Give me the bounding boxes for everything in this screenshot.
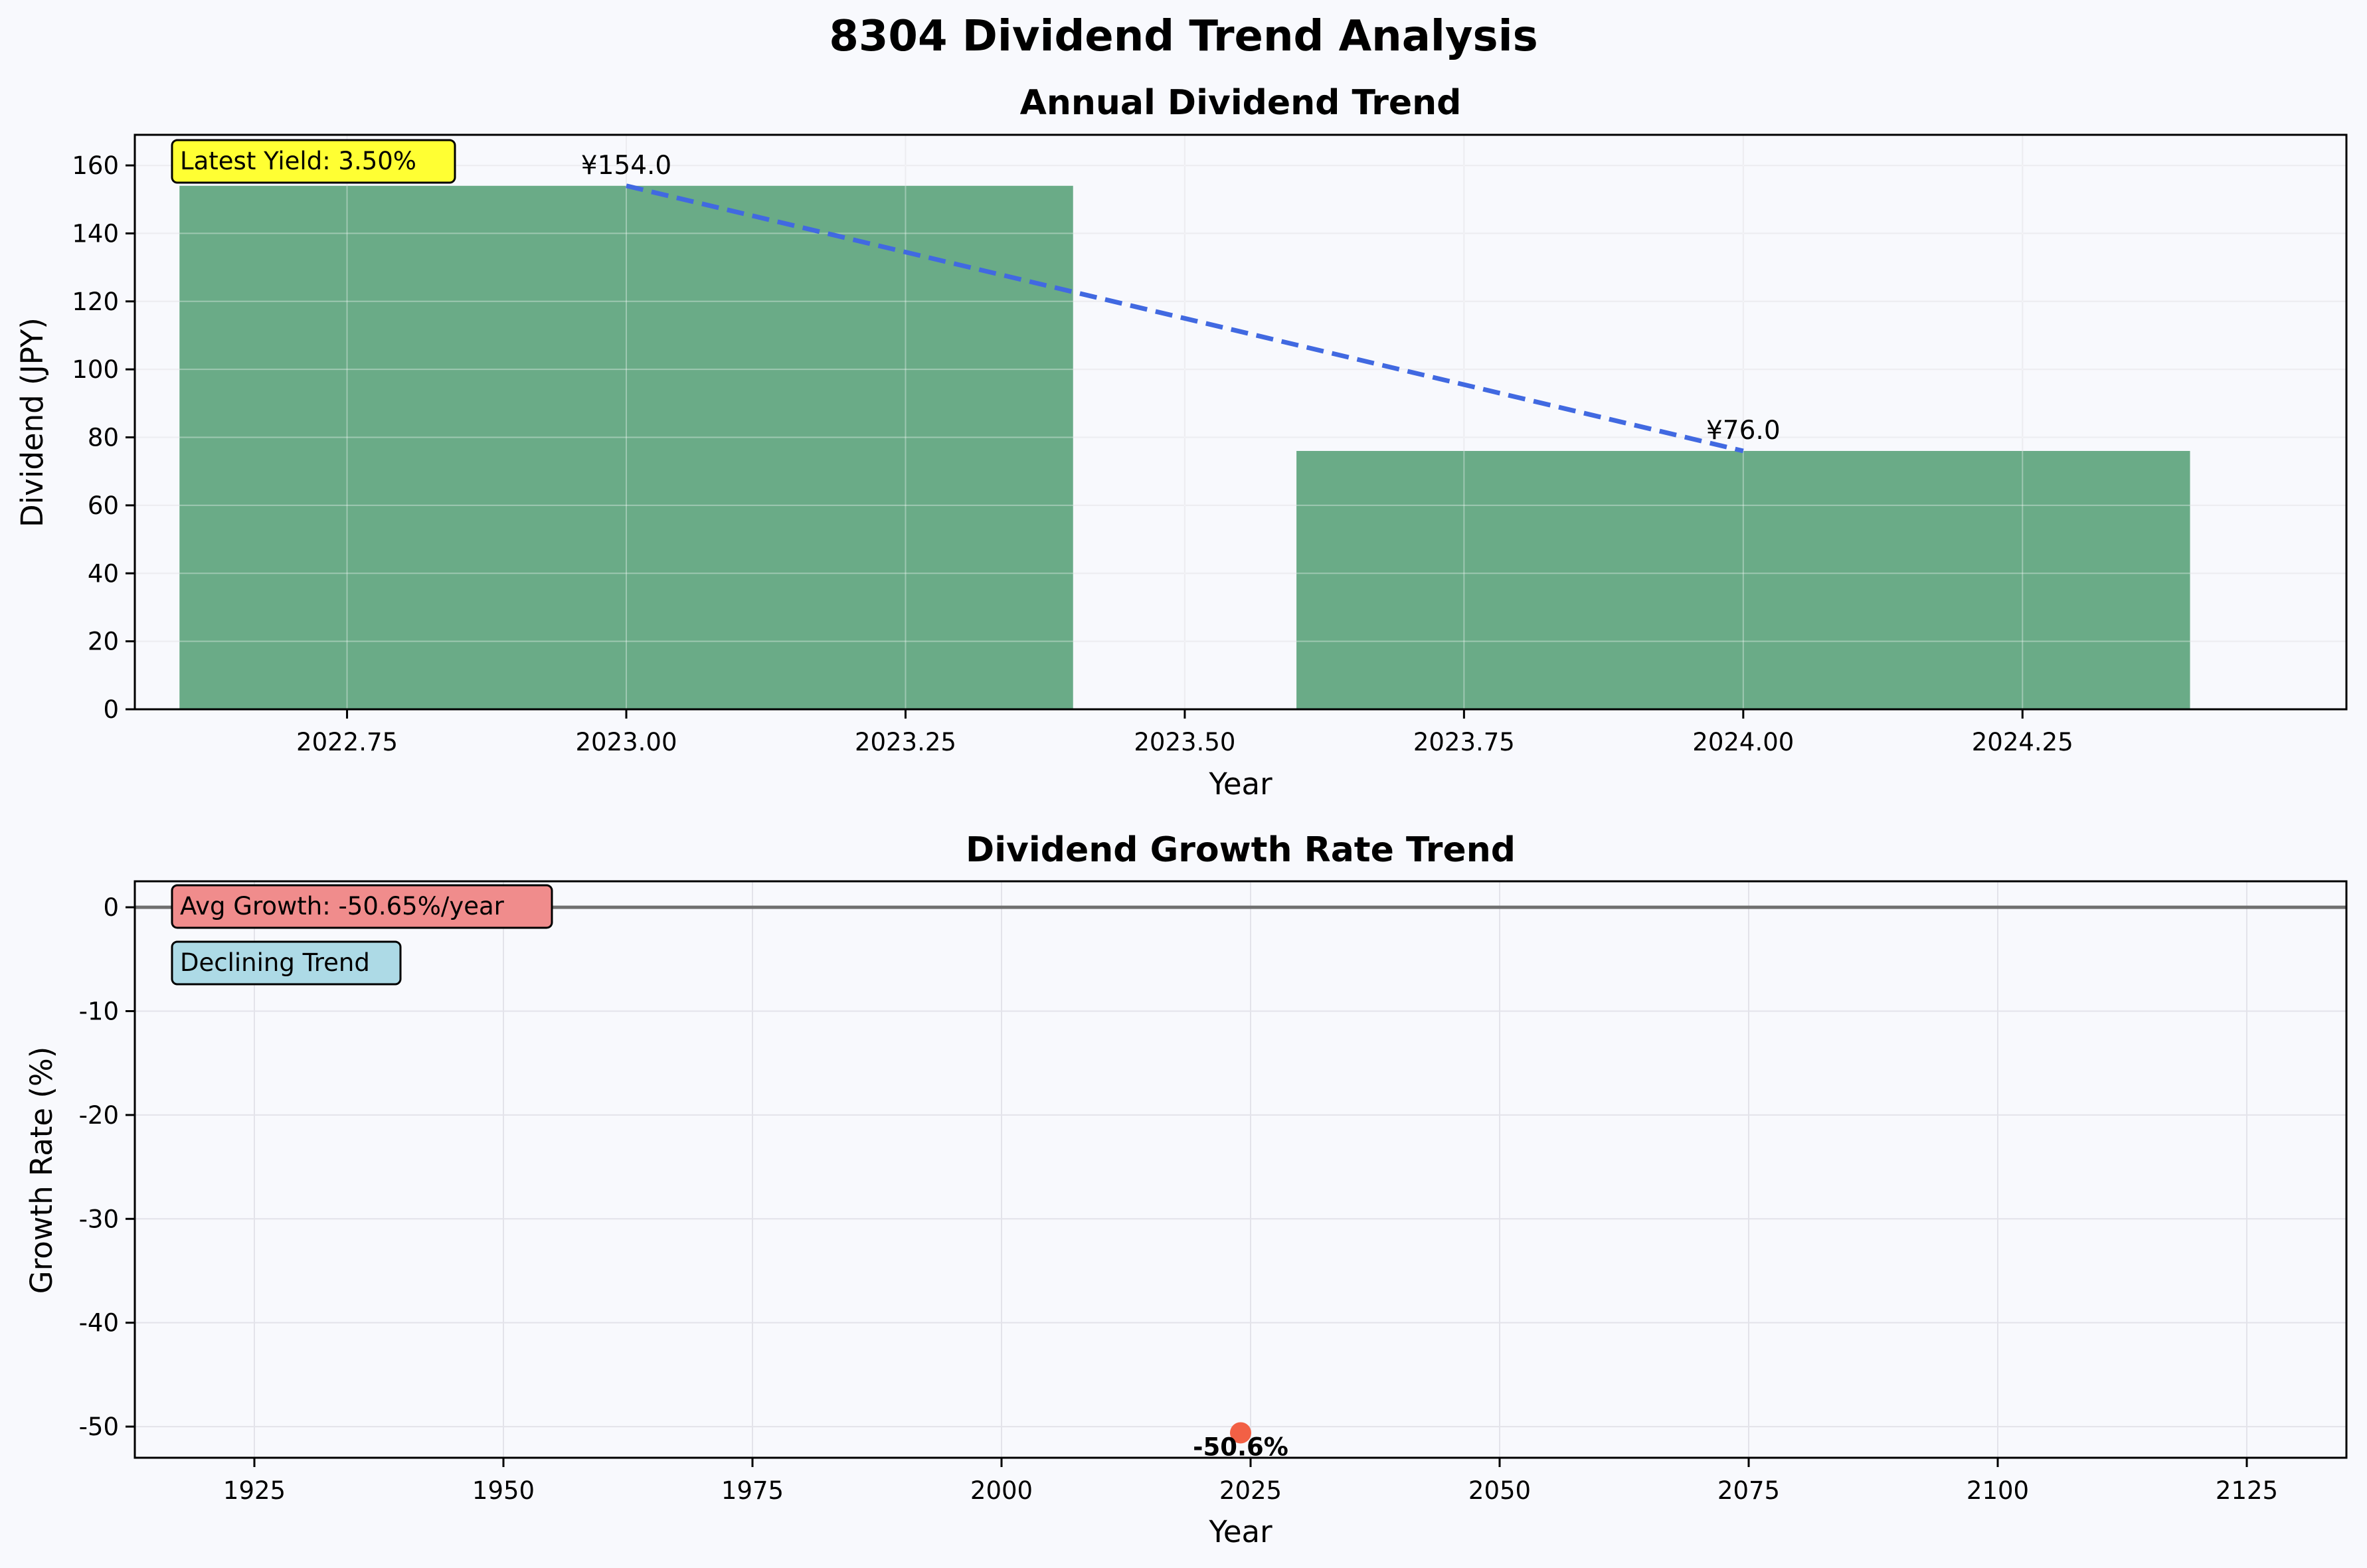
chart1-y-axis: 0 20 40 60 80 100 120 140 160 xyxy=(72,151,135,724)
chart1-y-tick-label: 140 xyxy=(72,219,119,248)
chart2-y-tick-label: -10 xyxy=(79,997,119,1025)
chart1-y-tick-label: 100 xyxy=(72,355,119,384)
trend-direction-box xyxy=(171,940,402,986)
latest-yield-box xyxy=(171,139,456,184)
chart1-x-axis: 2022.75 2023.00 2023.25 2023.50 2023.75 2024.… xyxy=(296,709,2073,756)
chart1-data-labels: ¥154.0 ¥76.0 xyxy=(581,151,1781,446)
chart1-y-tick-label: 20 xyxy=(88,628,119,656)
chart2-x-axis: 1925 1950 1975 2000 2025 2050 2075 2100 2125 xyxy=(223,1458,2278,1505)
latest-yield-text: Latest Yield: 3.50% xyxy=(180,147,416,175)
growth-point-label: -50.6% xyxy=(1193,1433,1288,1461)
chart1-y-tick-label: 0 xyxy=(103,695,119,724)
chart1-x-tick-label: 2024.25 xyxy=(1972,728,2073,756)
chart1-x-axis-label: Year xyxy=(1208,766,1272,802)
chart2-data-labels: -50.6% xyxy=(1193,1433,1288,1461)
chart1-y-tick-label: 160 xyxy=(72,151,119,180)
chart1-x-tick-label: 2023.75 xyxy=(1413,728,1515,756)
chart2-y-tick-label: -20 xyxy=(79,1101,119,1130)
chart2-x-tick-label: 2050 xyxy=(1468,1476,1531,1505)
chart1-x-tick-label: 2023.25 xyxy=(855,728,956,756)
chart2-y-tick-label: -40 xyxy=(79,1309,119,1338)
chart1-y-axis-label: Dividend (JPY) xyxy=(15,317,50,527)
chart1-y-tick-label: 40 xyxy=(88,559,119,588)
dividend-bar xyxy=(179,185,1073,709)
dividend-bar xyxy=(1296,451,2190,709)
chart2-x-tick-label: 1925 xyxy=(223,1476,286,1505)
chart2-plot-area xyxy=(135,881,2346,1458)
chart1-bars xyxy=(179,185,2190,709)
chart2-y-tick-label: -50 xyxy=(79,1413,119,1441)
chart1-x-tick-label: 2022.75 xyxy=(296,728,398,756)
chart2-x-tick-label: 2000 xyxy=(970,1476,1033,1505)
chart2-y-tick-label: -30 xyxy=(79,1205,119,1233)
chart1-title: Annual Dividend Trend xyxy=(1020,83,1462,123)
chart1-trend-line xyxy=(626,183,1744,454)
chart1-y-tick-label: 80 xyxy=(88,424,119,452)
trend-direction-text: Declining Trend xyxy=(180,948,370,977)
chart2-x-axis-label: Year xyxy=(1208,1514,1272,1549)
avg-growth-text: Avg Growth: -50.65%/year xyxy=(180,892,505,920)
chart1-frame xyxy=(133,133,2348,711)
chart1-y-tick-label: 60 xyxy=(88,491,119,520)
avg-growth-box xyxy=(171,884,553,929)
chart2-y-axis-label: Growth Rate (%) xyxy=(24,1047,59,1294)
chart1-x-tick-label: 2023.00 xyxy=(575,728,677,756)
chart1-y-tick-label: 120 xyxy=(72,288,119,316)
chart2-x-tick-label: 2100 xyxy=(1967,1476,2029,1505)
chart2-x-tick-label: 1975 xyxy=(721,1476,784,1505)
dividend-bar-label: ¥154.0 xyxy=(581,151,671,181)
chart2-y-tick-label: 0 xyxy=(103,893,119,922)
chart2-x-tick-label: 1950 xyxy=(472,1476,535,1505)
chart2-title: Dividend Growth Rate Trend xyxy=(966,830,1516,870)
figure-suptitle: 8304 Dividend Trend Analysis xyxy=(829,12,1537,61)
chart2-y-axis: 0 -10 -20 -30 -40 -50 xyxy=(79,893,135,1441)
annual-dividend-chart: Annual Dividend Trend ¥154.0 ¥76.0 2022.7… xyxy=(15,83,2348,802)
chart2-x-tick-label: 2075 xyxy=(1717,1476,1780,1505)
chart2-frame xyxy=(133,880,2348,1459)
chart2-points xyxy=(1230,1422,1251,1444)
chart2-x-tick-label: 2125 xyxy=(2216,1476,2278,1505)
growth-rate-chart: Dividend Growth Rate Trend -50.6% 1925 19… xyxy=(24,830,2348,1549)
growth-point xyxy=(1230,1422,1251,1444)
chart1-grid-overlay xyxy=(135,135,2346,710)
chart2-x-tick-label: 2025 xyxy=(1219,1476,1282,1505)
dividend-bar-label: ¥76.0 xyxy=(1706,416,1781,446)
chart1-x-tick-label: 2023.50 xyxy=(1134,728,1235,756)
chart1-x-tick-label: 2024.00 xyxy=(1692,728,1794,756)
